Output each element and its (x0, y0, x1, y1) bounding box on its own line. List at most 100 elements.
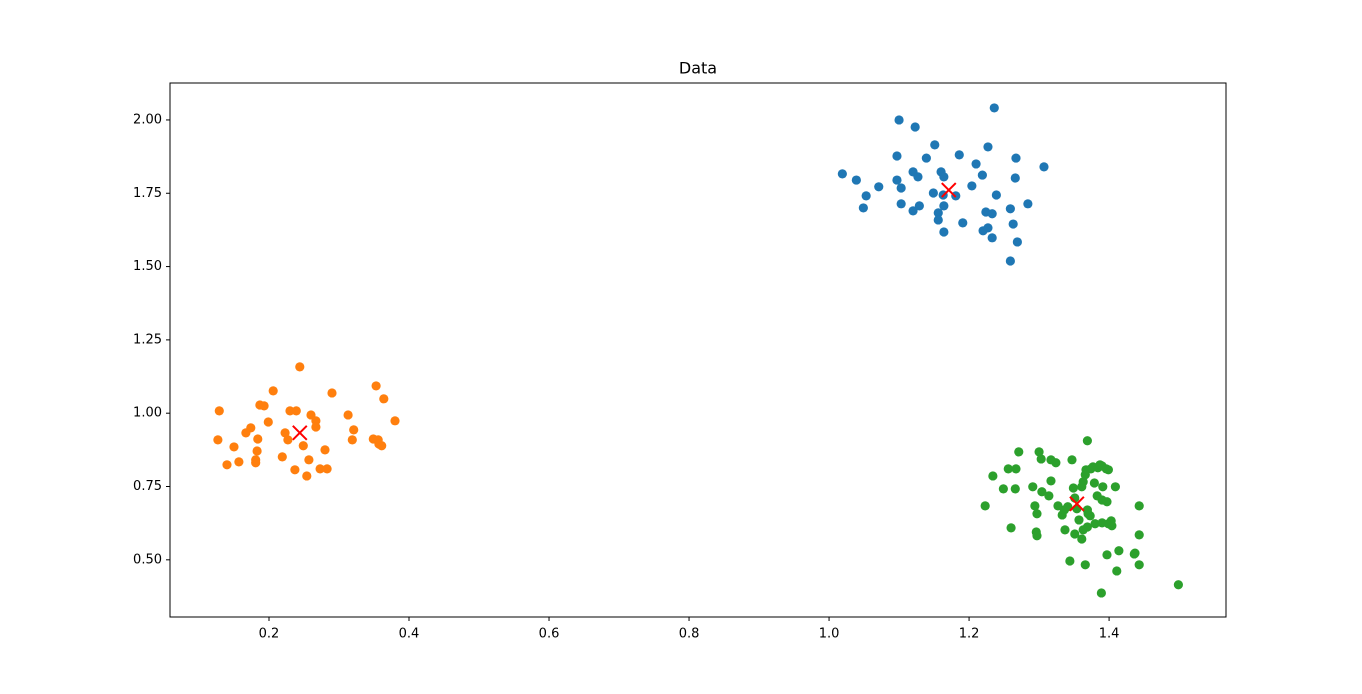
scatter-point (390, 416, 400, 426)
scatter-point (987, 233, 997, 243)
scatter-point (1082, 522, 1092, 532)
scatter-point (1085, 511, 1095, 521)
scatter-point (1051, 458, 1061, 468)
scatter-point (1077, 534, 1087, 544)
y-tick-label: 0.50 (133, 552, 162, 567)
scatter-point (1063, 502, 1073, 512)
scatter-point (1080, 560, 1090, 570)
scatter-point (291, 406, 301, 416)
scatter-point (253, 434, 263, 444)
scatter-point (251, 458, 261, 468)
scatter-point (234, 457, 244, 467)
scatter-point (933, 208, 943, 218)
centroid-marker (292, 425, 308, 441)
scatter-point (896, 199, 906, 209)
scatter-point (1014, 447, 1024, 457)
scatter-point (894, 115, 904, 125)
scatter-point (1089, 478, 1099, 488)
scatter-point (1023, 199, 1033, 209)
scatter-point (1011, 153, 1021, 163)
scatter-point (315, 464, 325, 474)
scatter-point (311, 422, 321, 432)
x-tick-label: 1.0 (819, 627, 840, 642)
scatter-point (958, 218, 968, 228)
scatter-point (1011, 464, 1021, 474)
scatter-point (977, 170, 987, 180)
scatter-point (967, 181, 977, 191)
scatter-point (987, 209, 997, 219)
scatter-point (229, 442, 239, 452)
centroid-marker (1069, 496, 1085, 512)
scatter-point (1039, 162, 1049, 172)
scatter-point (379, 394, 389, 404)
scatter-point (858, 203, 868, 213)
scatter-point (928, 188, 938, 198)
chart-title: Data (679, 59, 717, 78)
scatter-point (1006, 523, 1016, 533)
scatter-point (1005, 256, 1015, 266)
scatter-point (1074, 515, 1084, 525)
scatter-point (939, 227, 949, 237)
scatter-point (283, 435, 293, 445)
x-tick-label: 0.6 (539, 627, 560, 642)
scatter-point (1065, 556, 1075, 566)
scatter-point (1032, 509, 1042, 519)
scatter-point (1103, 465, 1113, 475)
x-tick-label: 0.4 (399, 627, 420, 642)
scatter-point (259, 401, 269, 411)
scatter-point (921, 153, 931, 163)
scatter-point (1102, 497, 1112, 507)
scatter-point (322, 464, 332, 474)
scatter-point (1044, 491, 1054, 501)
scatter-point (213, 435, 223, 445)
scatter-point (1096, 588, 1106, 598)
scatter-point (295, 362, 305, 372)
scatter-point (930, 140, 940, 150)
scatter-point (908, 206, 918, 216)
scatter-point (1102, 550, 1112, 560)
scatter-point (980, 501, 990, 511)
scatter-point (1134, 530, 1144, 540)
y-tick-label: 1.50 (133, 259, 162, 274)
scatter-point (892, 175, 902, 185)
scatter-point (1090, 519, 1100, 529)
scatter-point (280, 428, 290, 438)
scatter-point (874, 182, 884, 192)
scatter-point (914, 201, 924, 211)
scatter-point (1070, 529, 1080, 539)
scatter-point (1030, 501, 1040, 511)
x-tick-label: 0.2 (259, 627, 280, 642)
scatter-point (1005, 204, 1015, 214)
scatter-point (304, 455, 314, 465)
x-tick-label: 1.2 (959, 627, 980, 642)
scatter-point (268, 386, 278, 396)
y-tick-label: 1.00 (133, 406, 162, 421)
x-tick-label: 0.8 (679, 627, 700, 642)
scatter-point (861, 191, 871, 201)
scatter-point (851, 175, 861, 185)
scatter-point (302, 471, 312, 481)
scatter-point (343, 410, 353, 420)
scatter-point (1003, 464, 1013, 474)
scatter-point (277, 452, 287, 462)
scatter-point (913, 172, 923, 182)
scatter-point (1012, 237, 1022, 247)
y-tick-label: 2.00 (133, 112, 162, 127)
scatter-point (837, 169, 847, 179)
scatter-point (1114, 546, 1124, 556)
scatter-point (1072, 504, 1082, 514)
scatter-point (954, 150, 964, 160)
scatter-point (1082, 436, 1092, 446)
scatter-point (933, 215, 943, 225)
scatter-point (327, 388, 337, 398)
scatter-point (1037, 487, 1047, 497)
scatter-point (939, 172, 949, 182)
scatter-point (349, 425, 359, 435)
scatter-point (991, 190, 1001, 200)
scatter-point (998, 484, 1008, 494)
scatter-point (285, 406, 295, 416)
scatter-point (1110, 482, 1120, 492)
scatter-point (290, 465, 300, 475)
scatter-point (989, 103, 999, 113)
